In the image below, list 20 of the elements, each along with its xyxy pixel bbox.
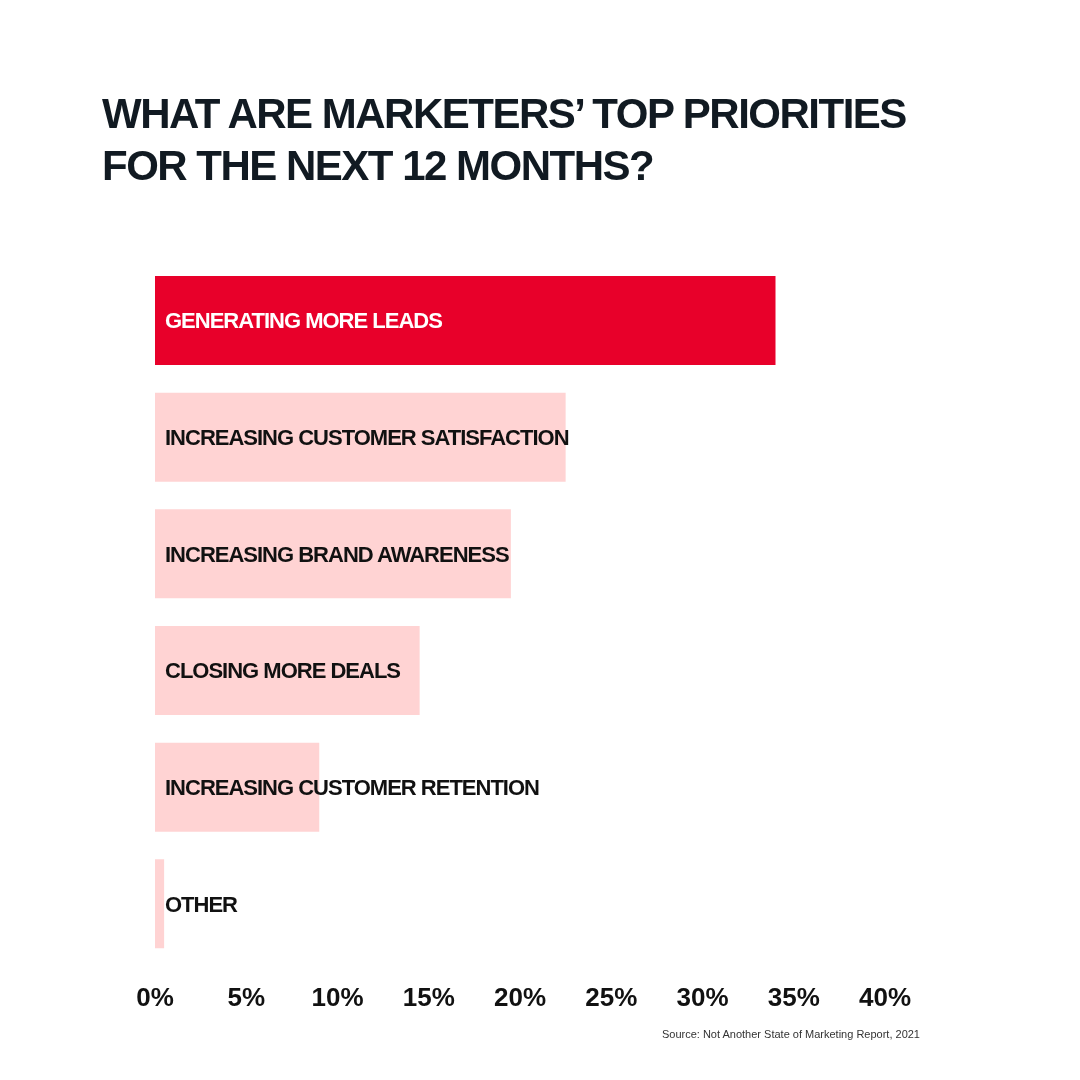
source-note: Source: Not Another State of Marketing Report, 2021 xyxy=(661,1028,920,1040)
bar xyxy=(155,626,420,715)
bar xyxy=(155,859,165,949)
y-tick-label: CLOSING MORE DEALS xyxy=(165,658,401,684)
x-tick-label: 10% xyxy=(311,982,364,1013)
x-tick-label: 20% xyxy=(493,982,547,1013)
x-tick-label: 30% xyxy=(676,982,729,1013)
y-tick-label: INCREASING CUSTOMER SATISFACTION xyxy=(165,424,569,450)
x-tick-label: 0% xyxy=(136,982,174,1013)
y-tick-label: OTHER xyxy=(165,891,239,917)
x-tick-label: 5% xyxy=(227,982,266,1013)
chart-title: WHAT ARE MARKETERS’ TOP PRIORITIES FOR THE NEXT 12 MONTHS? xyxy=(102,89,907,191)
y-tick-label: INCREASING BRAND AWARENESS xyxy=(165,541,509,567)
bar xyxy=(155,276,776,365)
x-tick-label: 25% xyxy=(585,982,638,1013)
x-tick-label: 35% xyxy=(767,982,820,1013)
y-tick-label: INCREASING CUSTOMER RETENTION xyxy=(165,774,540,800)
y-tick-label: GENERATING MORE LEADS xyxy=(165,308,443,334)
x-tick-label: 15% xyxy=(402,982,455,1013)
x-tick-label: 40% xyxy=(858,982,912,1013)
